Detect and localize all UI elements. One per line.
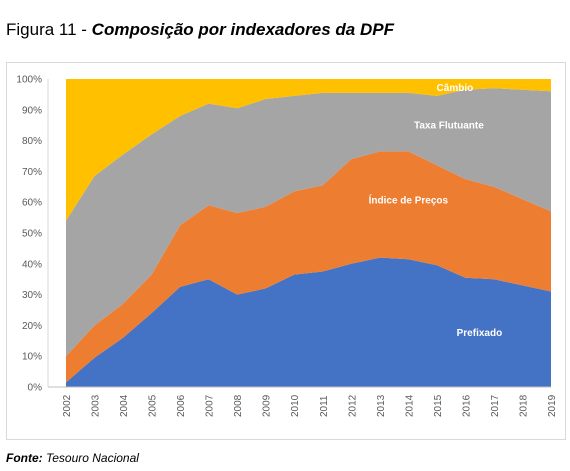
- y-tick-label: 70%: [22, 167, 42, 178]
- source-note: Fonte: Tesouro Nacional: [6, 451, 139, 465]
- x-tick-label: 2015: [433, 394, 444, 417]
- source-key: Fonte:: [6, 451, 43, 465]
- x-tick-label: 2003: [91, 394, 102, 417]
- area-series-2: [66, 88, 551, 357]
- x-tick-label: 2007: [205, 394, 216, 417]
- area-series-1: [66, 151, 551, 383]
- source-value: Tesouro Nacional: [42, 451, 139, 465]
- x-tick-label: 2014: [404, 394, 415, 417]
- x-tick-label: 2012: [347, 394, 358, 417]
- y-tick-label: 10%: [22, 352, 42, 363]
- y-tick-label: 80%: [22, 136, 42, 147]
- y-tick-label: 90%: [22, 105, 42, 116]
- x-tick-label: 2009: [262, 394, 273, 417]
- x-tick-label: 2017: [490, 394, 501, 417]
- y-tick-label: 60%: [22, 198, 42, 209]
- series-label: Prefixado: [457, 328, 503, 339]
- x-tick-label: 2004: [119, 394, 130, 417]
- y-tick-label: 100%: [16, 75, 42, 86]
- area-series-3: [66, 79, 551, 221]
- x-tick-label: 2011: [319, 395, 330, 417]
- y-tick-label: 50%: [22, 229, 42, 240]
- x-tick-label: 2006: [176, 394, 187, 417]
- stacked-area-chart: 0% 10% 20% 30% 40% 50% 60% 70% 80% 90% 100% 2002 200…: [16, 75, 558, 418]
- x-tick-label: 2013: [376, 394, 387, 417]
- chart-frame: [6, 62, 566, 440]
- figure-title: Figura 11 - Composição por indexadores d…: [6, 20, 394, 40]
- figure-name: Composição por indexadores da DPF: [91, 20, 394, 39]
- y-tick-label: 30%: [22, 290, 42, 301]
- x-tick-label: 2016: [461, 394, 472, 417]
- series-label: Índice de Preços: [369, 193, 449, 206]
- x-tick-label: 2019: [547, 394, 558, 417]
- series-label: Taxa Flutuante: [414, 121, 484, 132]
- figure-number: Figura 11 -: [6, 20, 92, 39]
- y-tick-label: 20%: [22, 321, 42, 332]
- x-tick-label: 2018: [518, 394, 529, 417]
- x-tick-label: 2008: [233, 394, 244, 417]
- y-tick-label: 0%: [28, 383, 43, 394]
- area-series-0: [66, 257, 551, 387]
- x-tick-label: 2005: [148, 394, 159, 417]
- y-tick-label: 40%: [22, 259, 42, 270]
- series-label: Câmbio: [437, 83, 474, 94]
- x-tick-label: 2010: [290, 394, 301, 417]
- x-tick-label: 2002: [62, 394, 73, 417]
